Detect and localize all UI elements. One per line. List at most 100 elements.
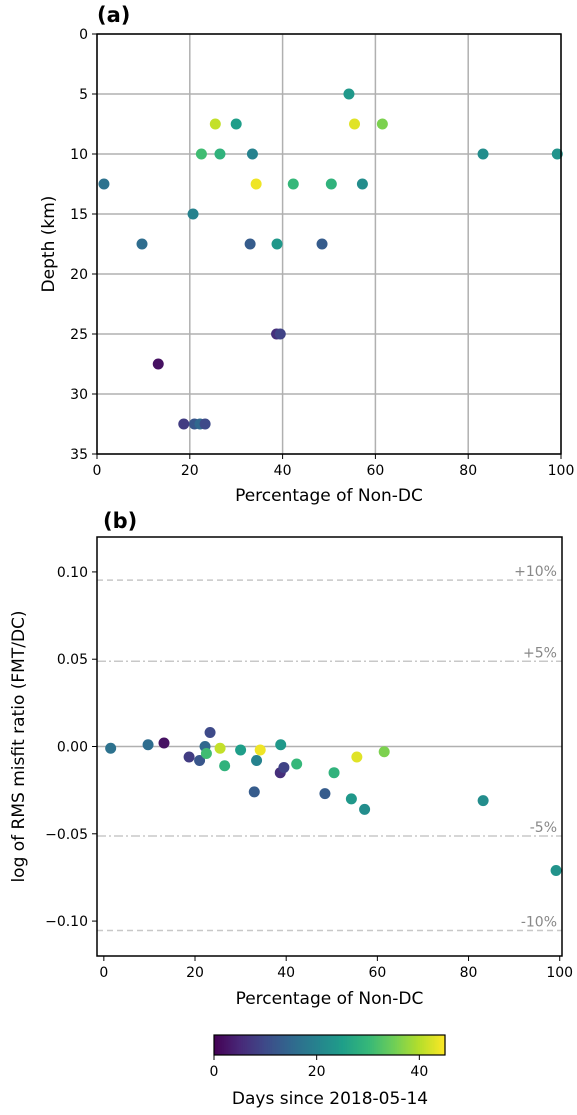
y-tick-label: 0 xyxy=(79,27,88,43)
colorbar-segment xyxy=(383,1035,386,1055)
colorbar-segment xyxy=(404,1035,408,1055)
colorbar-tick-label: 20 xyxy=(308,1064,326,1080)
x-axis-label: Percentage of Non-DC xyxy=(236,989,424,1009)
colorbar-segment xyxy=(354,1035,358,1055)
colorbar-segment xyxy=(292,1035,296,1055)
colorbar-segment xyxy=(323,1035,327,1055)
colorbar-segment xyxy=(421,1035,425,1055)
colorbar-segment xyxy=(308,1035,311,1055)
data-point xyxy=(287,178,299,190)
colorbar-segment xyxy=(260,1035,263,1055)
colorbar-segment xyxy=(325,1035,329,1055)
colorbar-segment xyxy=(412,1035,415,1055)
colorbar-segment xyxy=(289,1035,292,1055)
colorbar-segment xyxy=(373,1035,377,1055)
colorbar-segment xyxy=(346,1035,350,1055)
colorbar-segment xyxy=(344,1035,348,1055)
x-tick-label: 80 xyxy=(459,463,477,479)
colorbar-segment xyxy=(437,1035,440,1055)
colorbar-segment xyxy=(337,1035,340,1055)
colorbar-segment xyxy=(427,1035,431,1055)
colorbar-segment xyxy=(214,1035,217,1055)
data-point xyxy=(142,739,154,751)
data-point xyxy=(271,238,283,250)
colorbar-segment xyxy=(366,1035,369,1055)
colorbar-frame xyxy=(213,1034,446,1056)
colorbar-segment xyxy=(371,1035,375,1055)
colorbar-segment xyxy=(443,1035,446,1055)
colorbar-segment xyxy=(379,1035,383,1055)
data-point xyxy=(254,744,266,756)
colorbar-segment xyxy=(225,1035,229,1055)
data-point xyxy=(235,744,247,756)
colorbar-segment xyxy=(331,1035,334,1055)
colorbar-segment xyxy=(362,1035,365,1055)
colorbar-segment xyxy=(418,1035,421,1055)
data-point xyxy=(319,788,331,800)
colorbar-segment xyxy=(433,1035,436,1055)
data-point xyxy=(187,208,199,220)
colorbar-segment xyxy=(375,1035,379,1055)
colorbar-segment xyxy=(298,1035,302,1055)
colorbar-segment xyxy=(408,1035,411,1055)
data-point xyxy=(248,786,260,798)
data-point xyxy=(178,418,190,430)
x-tick-label: 0 xyxy=(93,463,102,479)
data-point xyxy=(275,739,287,751)
colorbar-segment xyxy=(231,1035,234,1055)
colorbar-segment xyxy=(398,1035,402,1055)
colorbar-segment xyxy=(215,1035,219,1055)
data-point xyxy=(194,754,206,766)
colorbar-segment xyxy=(279,1035,282,1055)
colorbar-segment xyxy=(339,1035,342,1055)
panel-b-scatter: +10% +5% -5% -10% 0 20 40 60 80 100 0.10 0.05 0.00 −0… xyxy=(9,536,573,1009)
x-tick-label: 40 xyxy=(274,463,292,479)
data-point xyxy=(325,178,337,190)
colorbar-segment xyxy=(364,1035,367,1055)
colorbar-segment xyxy=(435,1035,438,1055)
plot-frame xyxy=(96,33,562,455)
colorbar-segment xyxy=(287,1035,290,1055)
colorbar-segment xyxy=(250,1035,254,1055)
y-tick-label: −0.05 xyxy=(45,827,88,843)
colorbar-segment xyxy=(300,1035,304,1055)
data-point xyxy=(359,803,371,815)
colorbar-segment xyxy=(314,1035,317,1055)
x-tick-label: 20 xyxy=(181,463,199,479)
data-point xyxy=(345,793,357,805)
colorbar-segment xyxy=(267,1035,271,1055)
y-tick-label: −0.10 xyxy=(45,914,88,930)
colorbar-segment xyxy=(385,1035,388,1055)
colorbar-segment xyxy=(416,1035,419,1055)
data-point xyxy=(209,118,221,130)
colorbar-segment xyxy=(391,1035,394,1055)
y-tick-label: 0.05 xyxy=(57,652,88,668)
colorbar-segment xyxy=(352,1035,356,1055)
colorbar-segment xyxy=(283,1035,286,1055)
colorbar-segment xyxy=(319,1035,323,1055)
data-point xyxy=(551,148,563,160)
data-point xyxy=(183,751,195,763)
x-tick-label: 40 xyxy=(277,965,295,981)
colorbar-segment xyxy=(296,1035,300,1055)
colorbar-segment xyxy=(394,1035,398,1055)
colorbar-segment xyxy=(342,1035,346,1055)
colorbar-segment xyxy=(368,1035,371,1055)
colorbar-segment xyxy=(217,1035,221,1055)
colorbar-segment xyxy=(252,1035,256,1055)
colorbar-segment xyxy=(423,1035,427,1055)
colorbar-segment xyxy=(387,1035,390,1055)
colorbar-segment xyxy=(239,1035,242,1055)
data-point xyxy=(477,148,489,160)
colorbar-segment xyxy=(235,1035,238,1055)
data-point xyxy=(328,767,340,779)
colorbar-segment xyxy=(233,1035,236,1055)
colorbar-segment xyxy=(273,1035,277,1055)
reference-line-label: -5% xyxy=(530,820,557,836)
reference-line-label: +10% xyxy=(514,564,557,580)
colorbar-segment xyxy=(348,1035,352,1055)
data-point xyxy=(136,238,148,250)
data-point xyxy=(278,761,290,773)
colorbar-segment xyxy=(429,1035,433,1055)
y-tick-label: 10 xyxy=(70,147,88,163)
